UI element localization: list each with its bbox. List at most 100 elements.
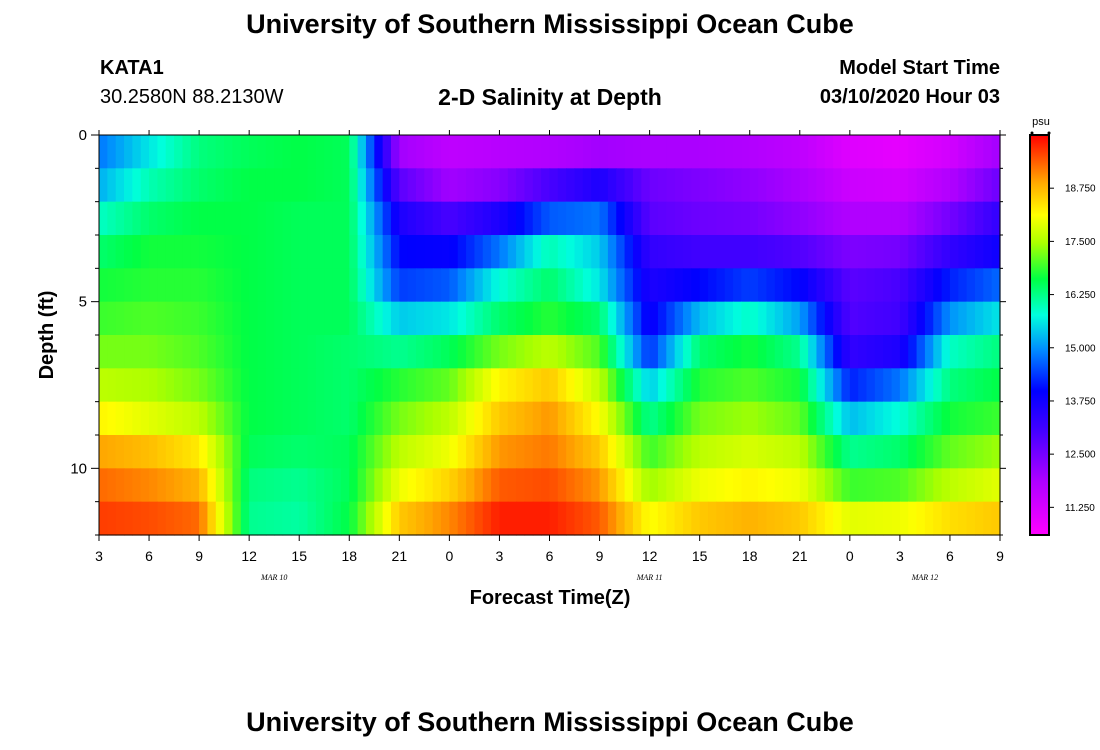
heatmap-cell xyxy=(224,435,234,469)
heatmap-cell xyxy=(382,268,392,303)
heatmap-cell xyxy=(833,435,843,469)
heatmap-cell xyxy=(699,135,709,169)
heatmap-cell xyxy=(708,468,717,503)
heatmap-cell xyxy=(974,268,984,303)
heatmap-cell xyxy=(407,335,417,369)
heatmap-cell xyxy=(274,435,284,469)
heatmap-cell xyxy=(365,435,375,469)
heatmap-cell xyxy=(115,335,125,369)
heatmap-cell xyxy=(657,201,667,236)
colorbar-tick-label: 12.500 xyxy=(1065,450,1096,461)
heatmap-cell xyxy=(290,501,300,536)
heatmap-cell xyxy=(357,335,367,369)
heatmap-cell xyxy=(332,368,342,403)
heatmap-cell xyxy=(574,335,584,369)
heatmap-cell xyxy=(949,168,959,203)
heatmap-cell xyxy=(157,401,167,436)
heatmap-cell xyxy=(165,435,175,469)
heatmap-cell xyxy=(299,235,309,269)
heatmap-cell xyxy=(908,335,918,369)
heatmap-cell xyxy=(324,335,334,369)
heatmap-cell xyxy=(416,368,425,403)
heatmap-cell xyxy=(165,135,175,169)
heatmap-cell xyxy=(908,201,918,236)
heatmap-cell xyxy=(190,435,200,469)
heatmap-cell xyxy=(199,468,209,503)
heatmap-cell xyxy=(432,368,442,403)
heatmap-cell xyxy=(758,435,767,469)
heatmap-cell xyxy=(315,235,325,269)
heatmap-cell xyxy=(382,501,392,536)
heatmap-cell xyxy=(324,301,334,336)
heatmap-cell xyxy=(699,368,709,403)
heatmap-cell xyxy=(816,335,826,369)
colorbar-tick-label: 15.000 xyxy=(1065,343,1096,354)
heatmap-cell xyxy=(507,201,517,236)
heatmap-cell xyxy=(290,468,300,503)
heatmap-cell xyxy=(349,235,359,269)
heatmap-cell xyxy=(808,368,818,403)
heatmap-cell xyxy=(758,201,767,236)
heatmap-cell xyxy=(716,135,726,169)
heatmap-cell xyxy=(874,501,884,536)
heatmap-cell xyxy=(833,335,843,369)
heatmap-cell xyxy=(424,135,434,169)
heatmap-cell xyxy=(699,235,709,269)
heatmap-cell xyxy=(474,168,484,203)
heatmap-cell xyxy=(224,468,234,503)
heatmap-cell xyxy=(207,301,217,336)
date-label: MAR 11 xyxy=(636,573,663,582)
heatmap-cell xyxy=(708,301,717,336)
heatmap-cell xyxy=(149,268,158,303)
heatmap-cell xyxy=(182,335,192,369)
heatmap-cell xyxy=(858,168,868,203)
heatmap-cell xyxy=(340,335,350,369)
heatmap-cell xyxy=(282,268,292,303)
heatmap-cell xyxy=(657,368,667,403)
heatmap-cell xyxy=(799,268,809,303)
heatmap-cell xyxy=(532,135,542,169)
heatmap-cell xyxy=(207,168,217,203)
heatmap-cell xyxy=(858,235,868,269)
heatmap-cell xyxy=(808,168,818,203)
heatmap-cell xyxy=(682,401,692,436)
heatmap-cell xyxy=(924,501,934,536)
heatmap-cell xyxy=(624,201,634,236)
heatmap-cell xyxy=(874,401,884,436)
heatmap-cell xyxy=(457,401,467,436)
heatmap-cell xyxy=(157,501,167,536)
heatmap-cell xyxy=(666,235,676,269)
heatmap-cell xyxy=(115,268,125,303)
heatmap-cell xyxy=(407,301,417,336)
heatmap-cell xyxy=(699,201,709,236)
heatmap-cell xyxy=(441,501,450,536)
heatmap-cell xyxy=(624,301,634,336)
heatmap-cell xyxy=(574,235,584,269)
station-coordinates: 30.2580N 88.2130W xyxy=(100,86,284,108)
heatmap-cell xyxy=(132,301,142,336)
heatmap-cell xyxy=(582,435,592,469)
heatmap-cell xyxy=(941,235,951,269)
heatmap-cell xyxy=(441,168,450,203)
heatmap-cell xyxy=(649,268,659,303)
heatmap-cell xyxy=(399,268,409,303)
heatmap-cell xyxy=(766,435,776,469)
heatmap-cell xyxy=(174,168,184,203)
heatmap-cell xyxy=(616,168,626,203)
heatmap-cell xyxy=(349,468,359,503)
x-tick-label: 12 xyxy=(241,548,257,564)
heatmap-cell xyxy=(766,201,776,236)
heatmap-cell xyxy=(774,435,784,469)
heatmap-cell xyxy=(299,135,309,169)
heatmap-cell xyxy=(741,335,751,369)
heatmap-cell xyxy=(240,401,250,436)
heatmap-cell xyxy=(866,368,876,403)
heatmap-cell xyxy=(674,168,684,203)
heatmap-cell xyxy=(157,301,167,336)
heatmap-cell xyxy=(858,435,868,469)
heatmap-cell xyxy=(424,501,434,536)
heatmap-cell xyxy=(833,501,843,536)
heatmap-cell xyxy=(374,435,384,469)
heatmap-cell xyxy=(849,268,859,303)
colorbar-scale xyxy=(1029,134,1050,536)
